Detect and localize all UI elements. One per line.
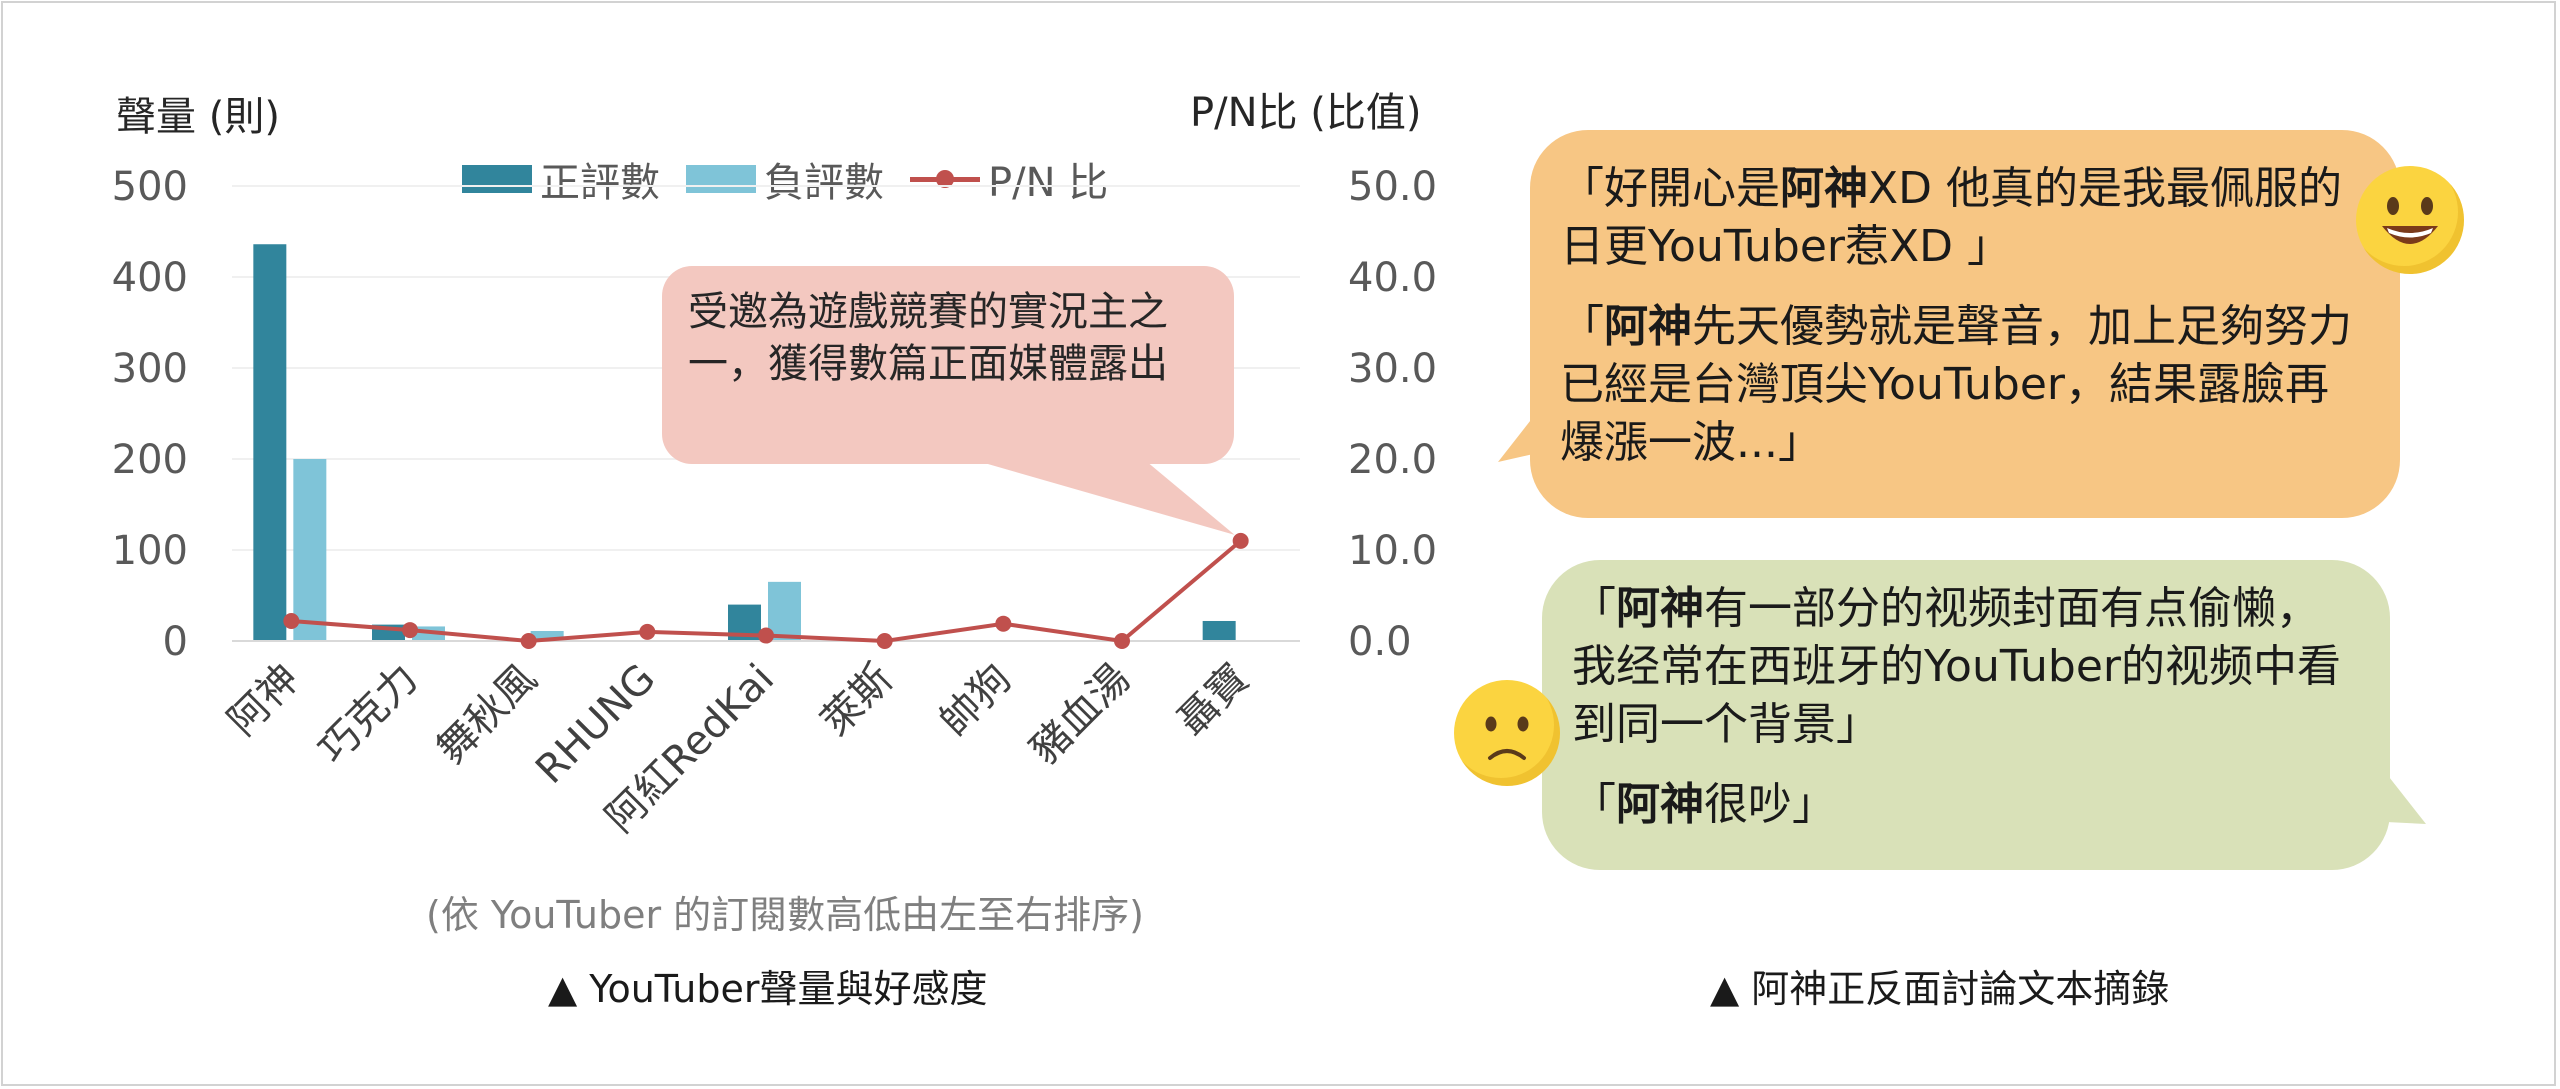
negative-quote-2: 「阿神很吵」	[1572, 779, 1836, 830]
bar-positive	[253, 244, 287, 642]
y-tick-label: 0	[163, 619, 188, 665]
frowning-face-icon	[1454, 680, 1560, 786]
legend-item-negative: 負評數	[686, 150, 884, 208]
x-tick-label: 阿神	[219, 656, 308, 745]
smiling-face-icon	[2356, 166, 2464, 274]
pn-ratio-line	[291, 539, 1242, 644]
negative-quotes-bubble: 「阿神有一部分的视频封面有点偷懒，我经常在西班牙的YouTuber的视频中看到同…	[1542, 560, 2390, 870]
pn-ratio-point	[995, 615, 1012, 632]
x-tick-label: 巧克力	[310, 656, 427, 773]
y2-tick-label: 20.0	[1348, 437, 1437, 483]
x-tick-label: 萊斯	[813, 656, 902, 745]
chart-caption: ▲ YouTuber聲量與好感度	[548, 967, 988, 1011]
pn-ratio-point	[283, 612, 300, 629]
positive-quote-1: 「好開心是阿神XD 他真的是我最佩服的日更YouTuber惹XD 」	[1560, 163, 2343, 272]
negative-quote-1: 「阿神有一部分的视频封面有点偷懒，我经常在西班牙的YouTuber的视频中看到同…	[1572, 583, 2342, 750]
combo-chart: 0 100 200 300 400 500 0.0 10.0 20.0 30.0 40.0 50.0 阿…	[112, 164, 1437, 842]
y-tick-label: 400	[112, 255, 188, 301]
y-tick-label: 200	[112, 437, 188, 483]
y-tick-label: 500	[112, 164, 188, 210]
positive-quote-2: 「阿神先天優勢就是聲音，加上足夠努力已經是台灣頂尖YouTuber，結果露臉再爆…	[1560, 301, 2352, 468]
x-tick-label: 豬血湯	[1022, 656, 1139, 773]
legend-swatch-pn-ratio	[910, 165, 980, 193]
pn-ratio-point	[402, 622, 418, 639]
legend-item-pn-ratio: P/N 比	[910, 150, 1108, 208]
bar-positive	[1202, 620, 1236, 641]
bar-negative	[768, 581, 801, 641]
bar-negative	[293, 459, 327, 641]
y2-tick-label: 50.0	[1348, 164, 1437, 210]
pn-ratio-point	[520, 633, 537, 649]
pn-ratio-point	[876, 633, 893, 649]
sort-note: (依 YouTuber 的訂閱數高低由左至右排序)	[426, 893, 1144, 937]
pn-ratio-point	[1114, 633, 1130, 649]
pn-ratio-point	[639, 623, 656, 640]
legend-swatch-positive	[462, 165, 532, 193]
y-tick-label: 100	[112, 528, 188, 574]
y2-axis-title: P/N比 (比值)	[1190, 90, 1422, 136]
bar-negative	[530, 630, 564, 641]
legend-swatch-negative	[686, 165, 756, 193]
legend-label-negative: 負評數	[764, 160, 884, 206]
legend-label-positive: 正評數	[540, 160, 660, 206]
x-tick-label: 聶寶	[1169, 656, 1258, 745]
x-tick-label: 舞秋風	[428, 656, 545, 773]
legend-label-pn-ratio: P/N 比	[988, 160, 1109, 206]
x-tick-label: 帥狗	[931, 656, 1020, 745]
annotation-callout: 受邀為遊戲競賽的實況主之一，獲得數篇正面媒體露出	[662, 266, 1234, 464]
y2-tick-label: 0.0	[1348, 619, 1412, 665]
y-axis-title: 聲量 (則)	[116, 94, 280, 140]
quotes-caption: ▲ 阿神正反面討論文本摘錄	[1710, 967, 2170, 1011]
y2-tick-label: 30.0	[1348, 346, 1437, 392]
y2-tick-label: 10.0	[1348, 528, 1437, 574]
annotation-pointer	[960, 456, 1235, 535]
y-tick-label: 300	[112, 346, 188, 392]
positive-quotes-bubble: 「好開心是阿神XD 他真的是我最佩服的日更YouTuber惹XD 」 「阿神先天…	[1530, 130, 2400, 518]
y2-tick-label: 40.0	[1348, 255, 1437, 301]
chart-legend: 正評數 負評數 P/N 比	[462, 150, 1134, 208]
pn-ratio-point	[758, 627, 774, 644]
pn-ratio-point	[1232, 532, 1249, 549]
legend-item-positive: 正評數	[462, 150, 660, 208]
